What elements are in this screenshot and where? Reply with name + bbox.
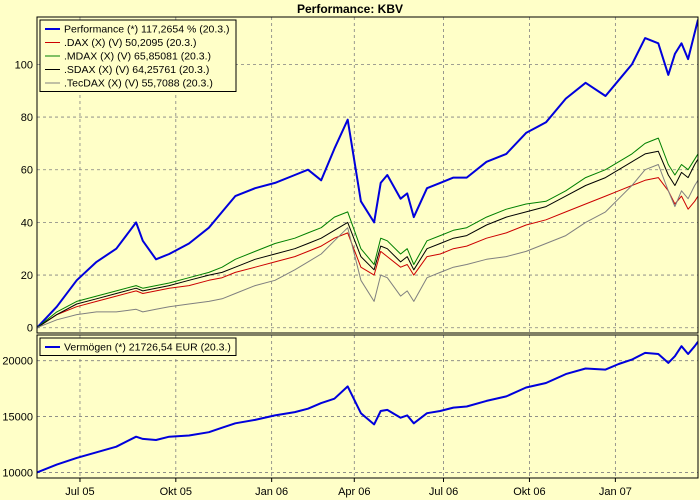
upper-y-tick-20: 20 <box>21 270 33 282</box>
x-tick-label-okt-06: Okt 06 <box>513 486 545 498</box>
lower-y-axis: 10000 15000 20000 <box>2 356 33 480</box>
upper-legend-label-4: .TecDAX (X) (V) 55,7088 (20.3.) <box>64 78 213 90</box>
chart-title: Performance: KBV <box>297 2 403 16</box>
upper-series-tecdax-line <box>37 164 698 329</box>
upper-legend-label-1: .DAX (X) (V) 50,2095 (20.3.) <box>64 37 196 49</box>
lower-grid <box>37 335 698 478</box>
x-tick-label-jan-06: Jan 06 <box>255 486 288 498</box>
upper-y-tick-80: 80 <box>21 112 33 124</box>
x-tick-label-jul-06: Jul 06 <box>429 486 458 498</box>
upper-series-performance-line <box>37 19 698 329</box>
upper-series-mdax-line <box>37 137 698 329</box>
lower-series-verm-gen-line <box>37 341 698 474</box>
upper-series <box>37 19 698 329</box>
x-axis: Jul 05 Okt 05 Jan 06 Apr 06 Jul 06 Okt 06 Jan … <box>65 478 632 498</box>
lower-y-tick-10000: 10000 <box>2 467 33 479</box>
upper-y-axis: 0 20 40 60 80 100 <box>15 59 33 334</box>
x-tick-label-okt-05: Okt 05 <box>160 486 192 498</box>
upper-legend-label-0: Performance (*) 117,2654 % (20.3.) <box>64 24 230 36</box>
upper-series-dax-line <box>37 177 698 329</box>
upper-legend-label-2: .MDAX (X) (V) 65,85081 (20.3.) <box>64 51 211 63</box>
upper-series-sdax-line <box>37 150 698 329</box>
x-tick-label-jan-07: Jan 07 <box>599 486 632 498</box>
lower-legend-label-0: Vermögen (*) 21726,54 EUR (20.3.) <box>64 342 231 354</box>
lower-legend-box <box>39 337 237 356</box>
upper-legend-box <box>39 19 237 92</box>
lower-series <box>37 341 698 474</box>
x-tick-label-apr-06: Apr 06 <box>338 486 370 498</box>
lower-y-tick-15000: 15000 <box>2 412 33 424</box>
lower-y-tick-20000: 20000 <box>2 356 33 368</box>
upper-y-tick-100: 100 <box>15 59 33 71</box>
upper-y-tick-0: 0 <box>27 323 33 335</box>
upper-y-tick-40: 40 <box>21 217 33 229</box>
lower-legend: Vermögen (*) 21726,54 EUR (20.3.) <box>39 337 237 356</box>
lower-plot-frame <box>36 334 699 479</box>
upper-legend-label-3: .SDAX (X) (V) 64,25761 (20.3.) <box>64 64 209 76</box>
x-tick-label-jul-05: Jul 05 <box>65 486 94 498</box>
upper-legend: Performance (*) 117,2654 % (20.3.).DAX (… <box>39 19 237 92</box>
upper-y-tick-60: 60 <box>21 165 33 177</box>
upper-plot-frame <box>36 16 699 334</box>
